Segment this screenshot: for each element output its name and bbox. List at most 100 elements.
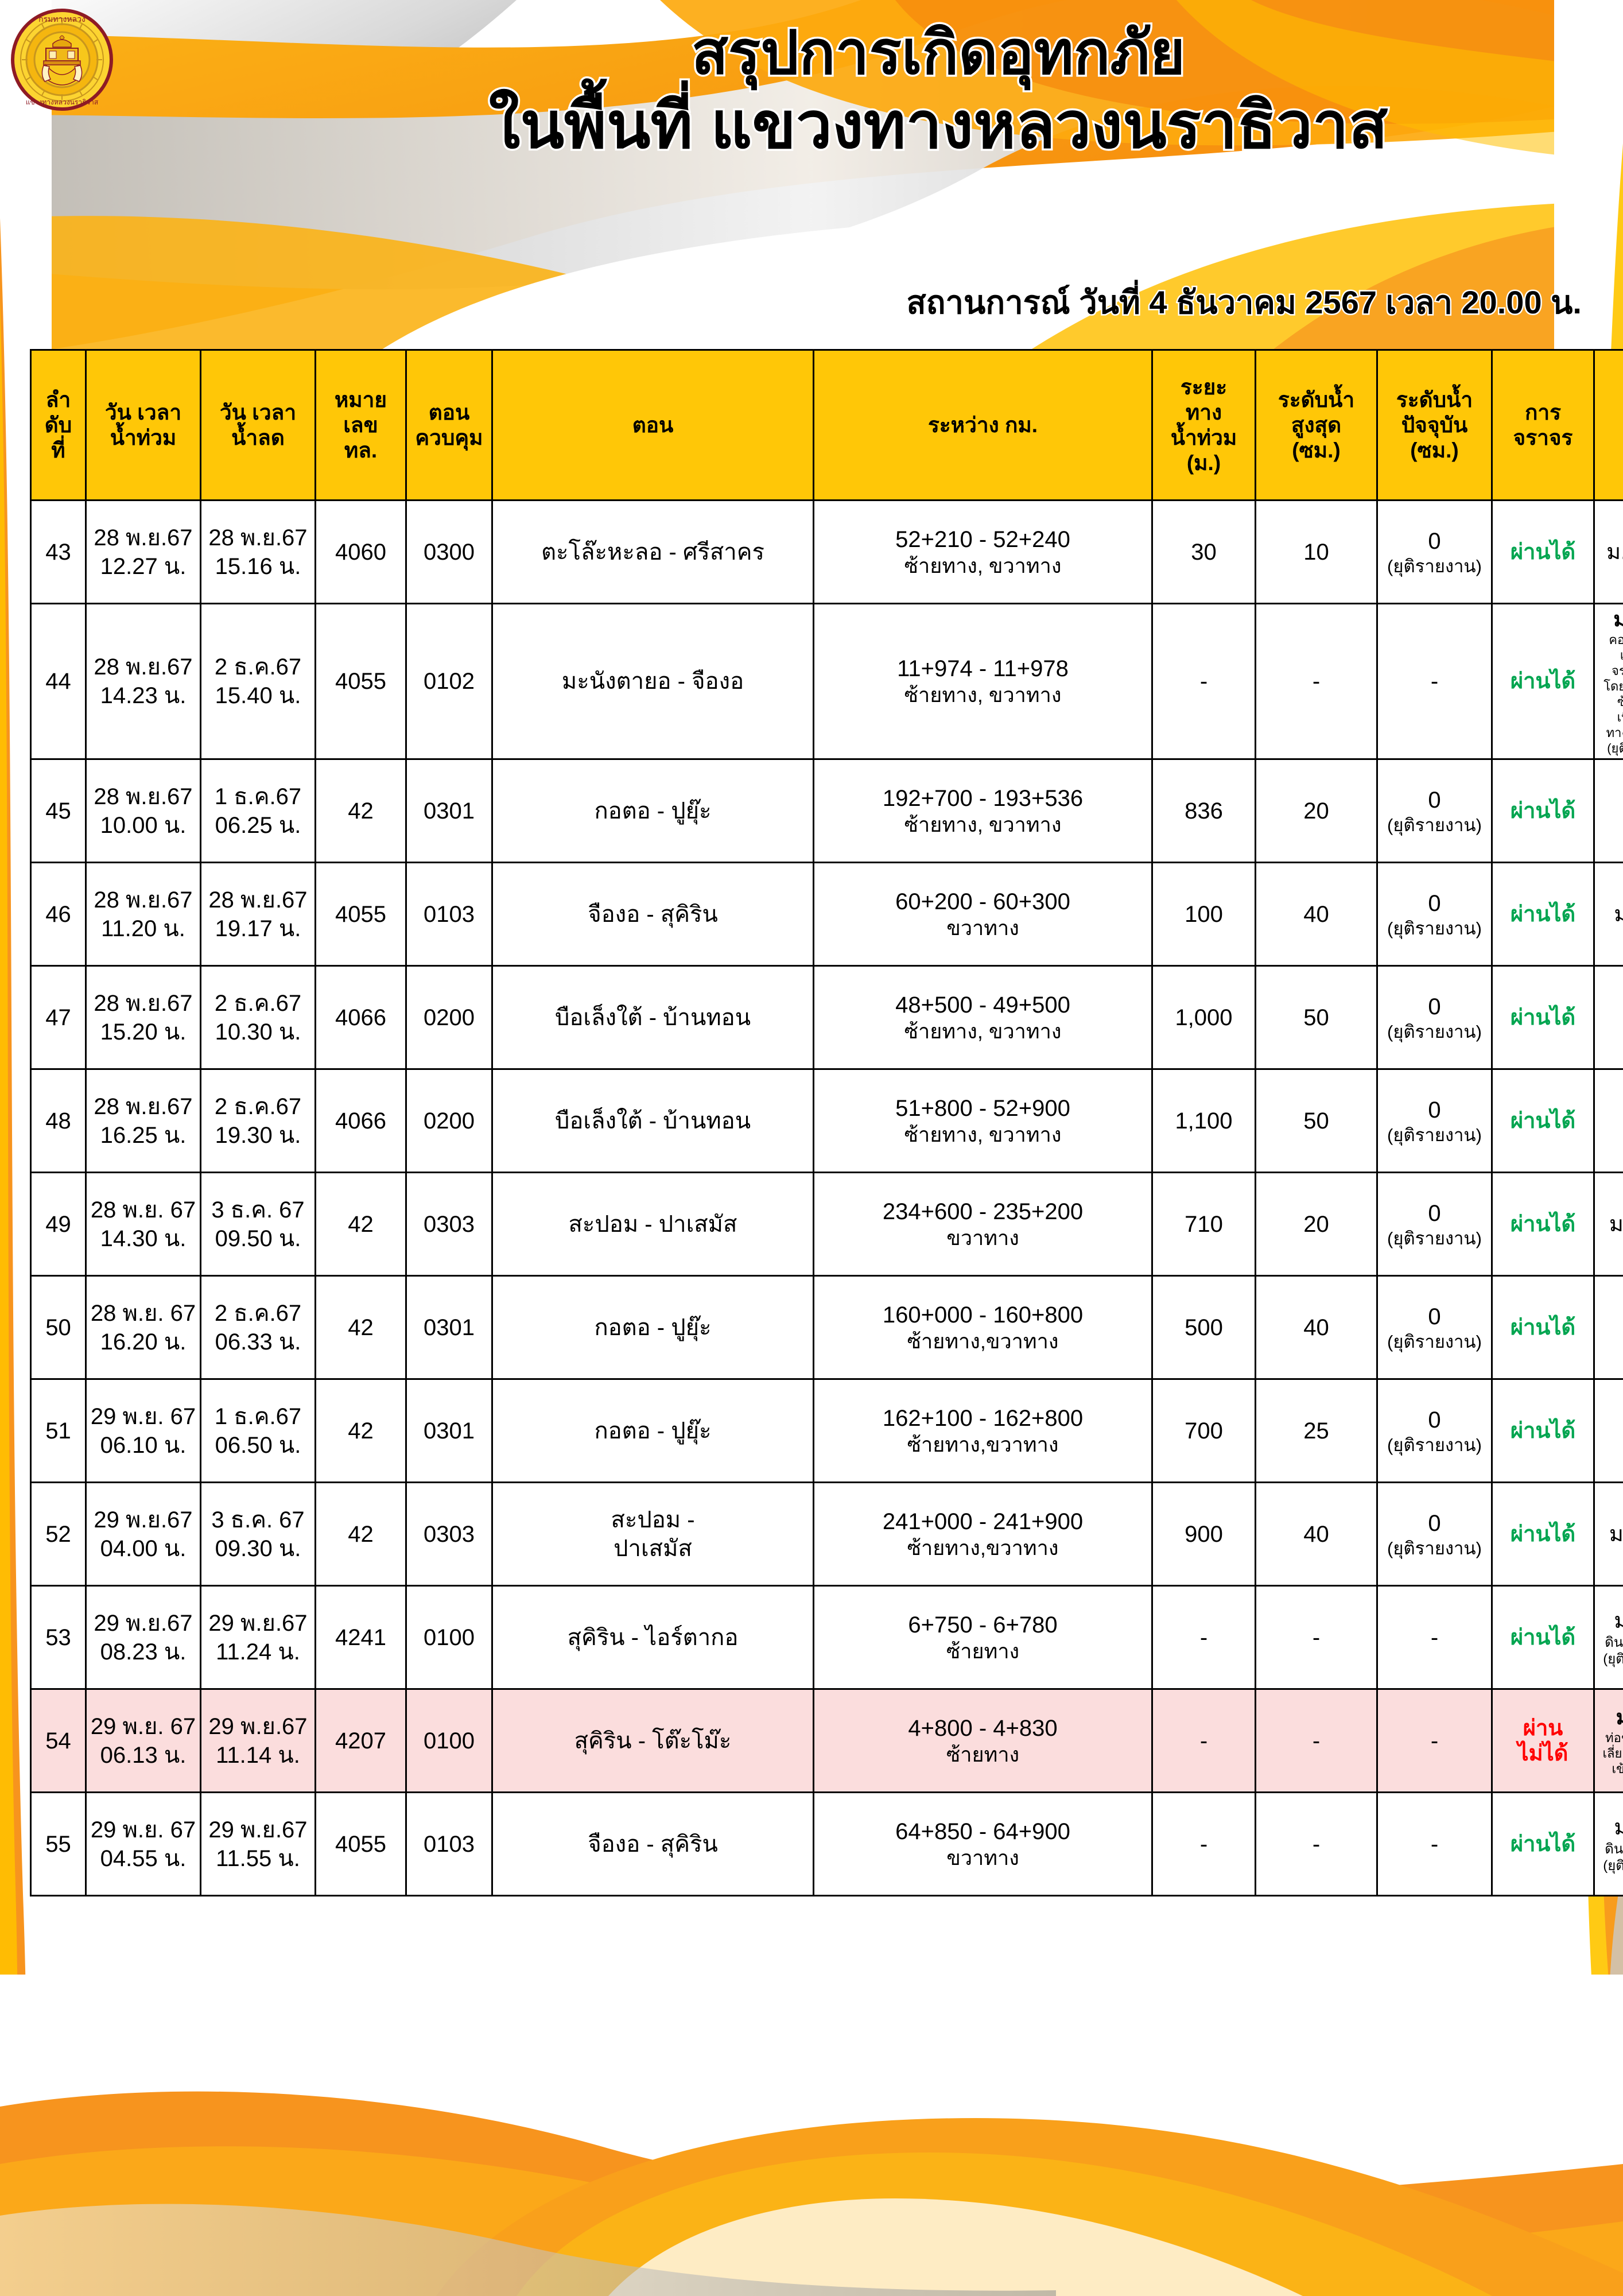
cell-recede-datetime: 29 พ.ย.67 11.24 น. [200,1585,316,1690]
column-header-recede-datetime: วัน เวลา น้ำลด [200,349,316,501]
current-water-value: 0 [1428,1097,1441,1123]
current-water-value: 0 [1428,1304,1441,1329]
cell-current-water-level: 0 (ยุติรายงาน) [1376,1481,1493,1587]
cell-max-water-level: - [1255,1791,1378,1896]
cell-highway-no: 4207 [314,1688,407,1793]
traffic-status-badge: ผ่านได้ [1510,902,1576,926]
column-header-line: หมาย [334,387,387,412]
flood-time: 06.13 น. [100,1742,187,1768]
column-header-section-name: ตอน [491,349,814,501]
cell-recede-datetime: 1 ธ.ค.67 06.50 น. [200,1378,316,1483]
km-range-main: 234+600 - 235+200 [882,1199,1084,1224]
cell-order: 53 [30,1585,87,1690]
cell-remark: ม.ตากใบ [1593,1172,1623,1277]
recede-date: 2 ธ.ค.67 [214,1300,302,1326]
column-header-line: (ซม.) [1410,438,1459,462]
cell-remark: ม.ยี่งอ [1593,1275,1623,1380]
traffic-status-badge: ผ่าน ไม่ได้ [1494,1716,1592,1766]
cell-flood-length: 836 [1151,758,1256,863]
cell-flood-length: 30 [1151,499,1256,604]
recede-time: 15.16 น. [215,553,301,579]
cell-max-water-level: 10 [1255,499,1378,604]
cell-highway-no: 4066 [314,965,407,1070]
cell-remark: ม.สุคิรินท่อชำรุด เส้นทางเลี่ยง ถนนเทศบา… [1593,1688,1623,1793]
cell-order: 43 [30,499,87,604]
flood-date: 28 พ.ย.67 [94,784,193,809]
remark-note-line: ทางในการสัญจร [1606,726,1623,740]
flood-time: 06.10 น. [100,1432,187,1458]
current-water-value: 0 [1428,528,1441,554]
cell-current-water-level: - [1376,1688,1493,1793]
cell-highway-no: 4241 [314,1585,407,1690]
cell-remark: ม.สุคิรินดินคันทางสไลด์(ยุติการรายงาน) [1593,1791,1623,1896]
flood-time: 04.55 น. [100,1845,187,1871]
remark-title: ม.ยี่งอ [1596,1418,1623,1444]
cell-control-section: 0301 [405,758,493,863]
column-header-line: ตอน [632,413,674,437]
cell-current-water-level: - [1376,603,1493,760]
cell-km-range: 241+000 - 241+900 ซ้ายทาง,ขวาทาง [813,1481,1153,1587]
cell-traffic-status: ผ่านได้ [1491,1791,1595,1896]
cell-flood-datetime: 28 พ.ย.67 10.00 น. [85,758,201,863]
cell-current-water-level: 0 (ยุติรายงาน) [1376,1275,1493,1380]
cell-traffic-status: ผ่านได้ [1491,1585,1595,1690]
cell-max-water-level: 20 [1255,758,1378,863]
table-row: 43 28 พ.ย.67 12.27 น. 28 พ.ย.67 15.16 น. 4060… [30,499,1623,604]
cell-recede-datetime: 29 พ.ย.67 11.55 น. [200,1791,316,1896]
cell-control-section: 0100 [405,1585,493,1690]
cell-traffic-status: ผ่านได้ [1491,603,1595,760]
column-header-line: น้ำลด [231,425,285,449]
recede-date: 29 พ.ย.67 [208,1610,308,1636]
column-header-line: ระดับน้ำ [1396,387,1473,412]
remark-title: ม.ยี่งอ [1596,1314,1623,1341]
remark-title: ม.ตากใบ [1609,1212,1623,1236]
recede-date: 3 ธ.ค. 67 [211,1507,305,1533]
column-header-order: ลำ ดับ ที่ [30,349,87,501]
km-range-side: ซ้ายทาง,ขวาทาง [907,1432,1059,1456]
cell-remark: ม.สุคิรินดินคันทางสไลด์(ยุติการรายงาน) [1593,1585,1623,1690]
column-header-line: ปัจจุบัน [1401,413,1468,437]
cell-flood-length: 100 [1151,862,1256,967]
table-row: 50 28 พ.ย. 67 16.20 น. 2 ธ.ค.67 06.33 น. 42 03… [30,1275,1623,1380]
cell-remark: ม.ตากใบ [1593,1481,1623,1587]
recede-date: 2 ธ.ค.67 [214,990,302,1016]
traffic-status-badge: ผ่านได้ [1510,1418,1576,1443]
cell-remark: ม.ยี่งอ [1593,965,1623,1070]
cell-flood-length: - [1151,603,1256,760]
traffic-status-badge: ผ่านได้ [1510,669,1576,693]
km-range-side: ซ้ายทาง,ขวาทาง [907,1535,1059,1560]
flood-time: 16.25 น. [100,1122,187,1148]
current-water-note: (ยุติรายงาน) [1387,1331,1482,1352]
column-header-line: ทาง [1185,400,1222,424]
cell-highway-no: 42 [314,1172,407,1277]
cell-order: 46 [30,862,87,967]
column-header-flood-length: ระยะ ทาง น้ำท่วม (ม.) [1151,349,1256,501]
current-water-note: (ยุติรายงาน) [1387,1434,1482,1455]
table-row: 46 28 พ.ย.67 11.20 น. 28 พ.ย.67 19.17 น. 4055… [30,862,1623,967]
table-row: 52 29 พ.ย.67 04.00 น. 3 ธ.ค. 67 09.30 น. 42 03… [30,1481,1623,1587]
column-header-highway-no: หมาย เลข ทล. [314,349,407,501]
remark-note-line: จราจรขวาทาง [1611,664,1623,678]
cell-km-range: 48+500 - 49+500 ซ้ายทาง, ขวาทาง [813,965,1153,1070]
cell-control-section: 0303 [405,1172,493,1277]
cell-control-section: 0200 [405,965,493,1070]
km-range-main: 60+200 - 60+300 [895,889,1070,914]
recede-date: 3 ธ.ค. 67 [211,1197,305,1223]
flood-date: 29 พ.ย. 67 [90,1713,196,1739]
column-header-line: ระยะ [1180,375,1228,399]
current-water-note: (ยุติรายงาน) [1387,918,1482,938]
cell-km-range: 4+800 - 4+830 ซ้ายทาง [813,1688,1153,1793]
remark-note-line: โดยปิดจราจรทาง [1603,679,1623,693]
column-header-current-water-level: ระดับน้ำ ปัจจุบัน (ซม.) [1376,349,1493,501]
current-water-value: 0 [1428,994,1441,1019]
km-range-main: 192+700 - 193+536 [882,785,1084,811]
cell-control-section: 0103 [405,1791,493,1896]
bottom-decorative-banner [0,1975,1623,2296]
recede-time: 09.30 น. [215,1535,301,1561]
column-header-line: ตอน [428,400,470,424]
flood-date: 29 พ.ย. 67 [90,1403,196,1429]
column-header-line: วัน เวลา [104,400,182,424]
table-row: 55 29 พ.ย. 67 04.55 น. 29 พ.ย.67 11.55 น. 405… [30,1791,1623,1896]
remark-note-line: คอสะพานชำรุด [1609,633,1623,647]
